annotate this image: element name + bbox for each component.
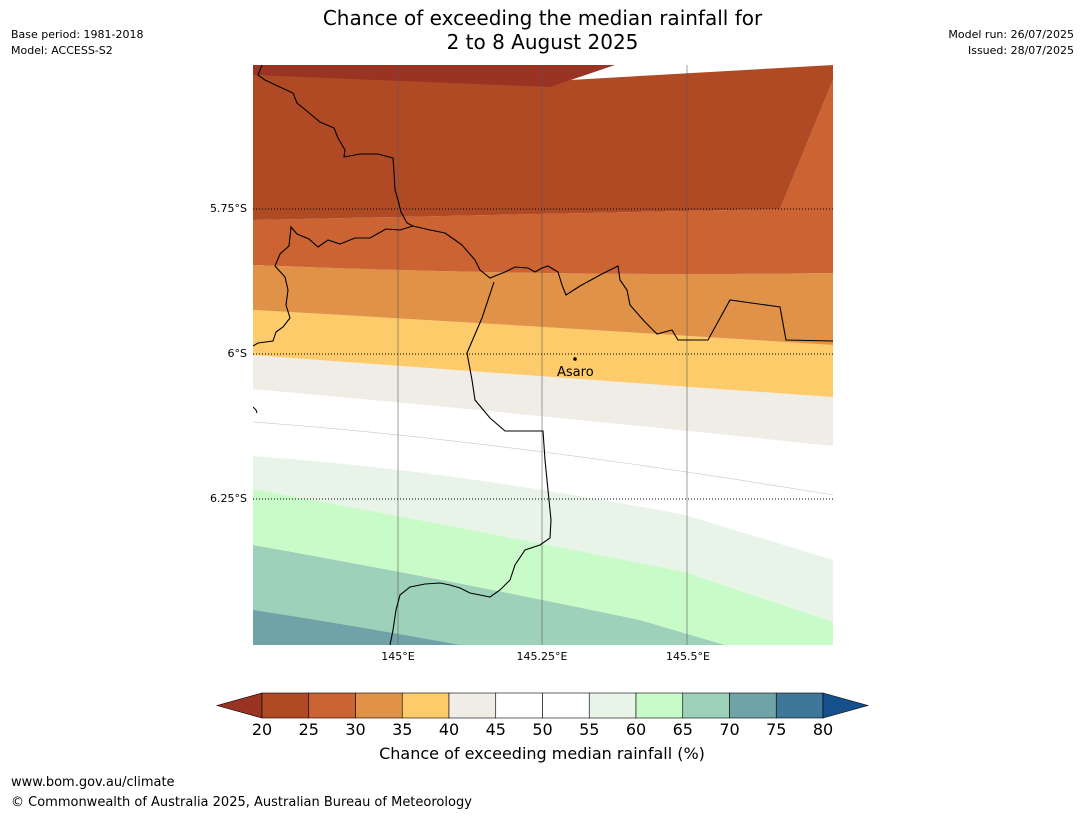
contour-band-below-20	[253, 65, 615, 87]
meta-left: Base period: 1981-2018 Model: ACCESS-S2	[11, 27, 143, 59]
contour-band-65-70	[253, 545, 725, 645]
footer-url[interactable]: www.bom.gov.au/climate	[11, 775, 175, 790]
contour-band-70-75	[253, 610, 460, 645]
colorbar-swatch-50-55	[542, 692, 590, 719]
boundary-west	[253, 65, 415, 347]
map-contours	[253, 65, 833, 645]
colorbar-swatches	[215, 692, 870, 719]
colorbar-tick-40: 40	[438, 720, 460, 739]
contour-line	[253, 421, 833, 496]
colorbar-swatch-65-70	[682, 692, 730, 719]
title-line-2: 2 to 8 August 2025	[446, 30, 639, 54]
issued-text: Issued: 28/07/2025	[967, 44, 1074, 57]
colorbar-swatch-60-65	[635, 692, 684, 719]
lon-label-145e: 145°E	[381, 650, 415, 663]
colorbar-tick-50: 50	[532, 720, 553, 739]
colorbar-tick-25: 25	[298, 720, 319, 739]
colorbar-tick-80: 80	[812, 720, 834, 739]
colorbar-swatch-30-35	[355, 692, 403, 719]
lon-label-145-5e: 145.5°E	[666, 650, 710, 663]
colorbar-swatch-25-30	[308, 692, 356, 719]
colorbar-extend-low	[215, 692, 263, 719]
colorbar-tick-45: 45	[485, 720, 506, 739]
colorbar-tick-75: 75	[766, 720, 787, 739]
colorbar-tick-30: 30	[345, 720, 366, 739]
colorbar-tick-60: 60	[625, 720, 647, 739]
footer-copyright: © Commonwealth of Australia 2025, Austra…	[11, 795, 472, 810]
title-line-1: Chance of exceeding the median rainfall …	[322, 6, 763, 30]
boundary-central	[412, 225, 833, 342]
colorbar-tick-65: 65	[672, 720, 693, 739]
colorbar-tick-70: 70	[719, 720, 740, 739]
meta-right: Model run: 26/07/2025 Issued: 28/07/2025	[948, 27, 1074, 59]
chart-title: Chance of exceeding the median rainfall …	[0, 6, 1085, 54]
colorbar-swatch-35-40	[401, 692, 450, 719]
colorbar-swatch-55-60	[588, 692, 637, 719]
place-label-asaro: Asaro	[557, 365, 594, 380]
base-period-text: Base period: 1981-2018	[11, 28, 144, 41]
colorbar-swatch-75-80	[775, 692, 824, 719]
boundary-fragment	[253, 406, 258, 414]
lat-label-6s: 6°S	[227, 347, 247, 360]
colorbar-swatch-20-25	[261, 692, 310, 719]
lat-label-6-25s: 6.25°S	[210, 492, 247, 505]
lon-label-145-25e: 145.25°E	[516, 650, 568, 663]
lat-label-5-75s: 5.75°S	[210, 202, 247, 215]
colorbar-tick-35: 35	[392, 720, 413, 739]
model-text: Model: ACCESS-S2	[11, 44, 113, 57]
colorbar-swatch-45-50	[495, 692, 543, 719]
colorbar-swatch-40-45	[448, 692, 497, 719]
model-run-text: Model run: 26/07/2025	[948, 28, 1074, 41]
colorbar-swatch-70-75	[729, 692, 777, 719]
asaro-marker	[573, 357, 577, 361]
colorbar-extend-high	[822, 692, 870, 719]
colorbar-tick-55: 55	[579, 720, 600, 739]
boundary-south	[389, 281, 552, 645]
colorbar-label: Chance of exceeding median rainfall (%)	[379, 744, 705, 763]
colorbar-tick-20: 20	[251, 720, 273, 739]
province-boundaries	[253, 65, 833, 645]
